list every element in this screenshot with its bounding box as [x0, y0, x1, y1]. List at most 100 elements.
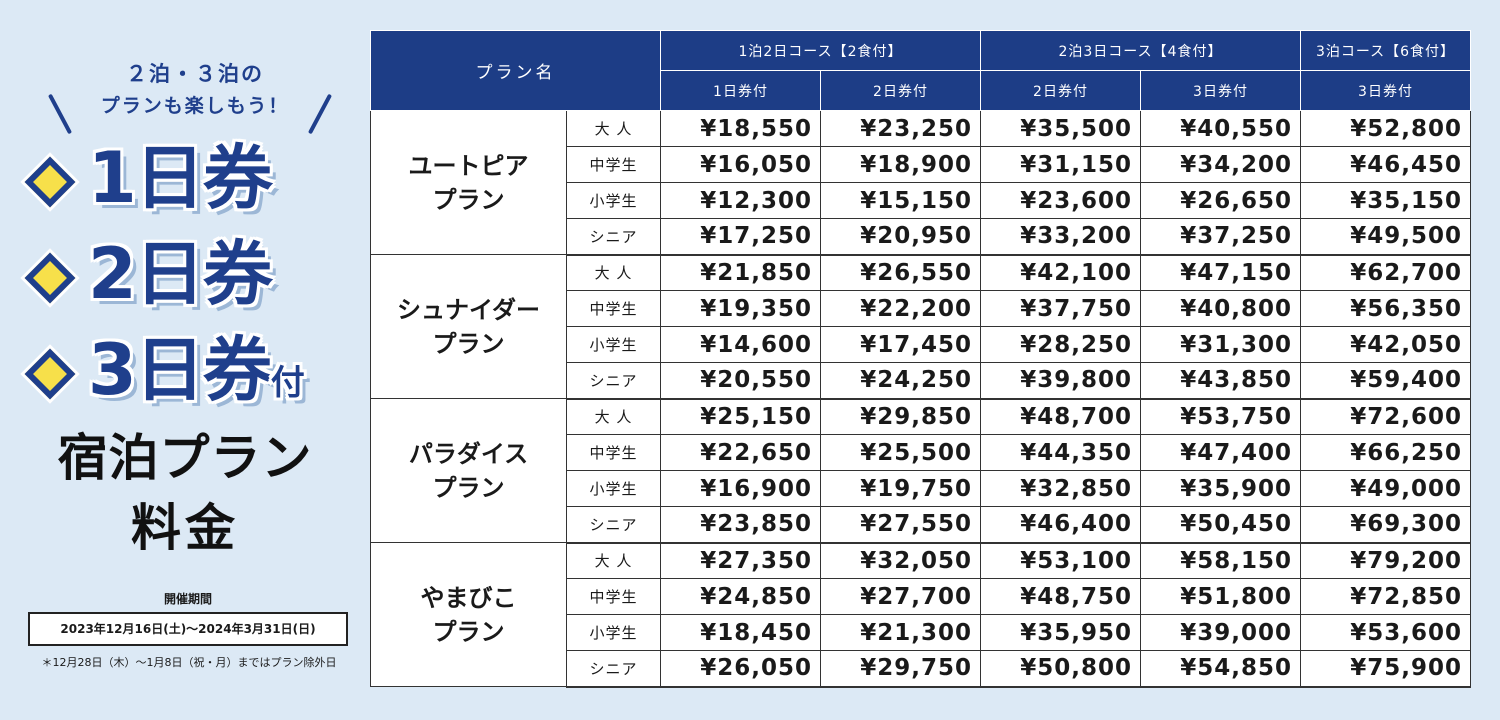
plan-name-cell: ユートピア プラン	[370, 110, 567, 255]
price-cell: ¥31,150	[980, 146, 1141, 183]
ticket-header: 2日券付	[820, 70, 981, 111]
plan-name-line1: ユートピア	[408, 151, 529, 180]
price-cell: ¥21,300	[820, 614, 981, 651]
price-table-container: プラン名 1泊2日コース【2食付】 2泊3日コース【4食付】 3泊コース【6食付…	[370, 30, 1471, 690]
price-cell: ¥15,150	[820, 182, 981, 219]
price-cell: ¥20,950	[820, 218, 981, 256]
plan-name-cell: パラダイス プラン	[370, 398, 567, 543]
price-cell: ¥18,550	[660, 110, 821, 147]
price-cell: ¥22,650	[660, 434, 821, 471]
price-cell: ¥26,650	[1140, 182, 1301, 219]
price-cell: ¥35,500	[980, 110, 1141, 147]
price-cell: ¥48,750	[980, 578, 1141, 615]
table-row: ユートピア プラン大 人 ¥18,550 ¥23,250 ¥35,500 ¥40,550 ¥…	[370, 110, 1471, 255]
price-cell: ¥18,900	[820, 146, 981, 183]
price-cell: ¥16,900	[660, 470, 821, 507]
price-cell: ¥31,300	[1140, 326, 1301, 363]
course-header-2night: 2泊3日コース【4食付】	[980, 30, 1301, 71]
price-cell: ¥56,350	[1300, 290, 1471, 327]
period-dates: 2023年12月16日(土)〜2024年3月31日(日)	[28, 612, 348, 646]
price-cell: ¥51,800	[1140, 578, 1301, 615]
price-cell: ¥53,600	[1300, 614, 1471, 651]
price-cell: ¥40,800	[1140, 290, 1301, 327]
plan-name-line2: プラン	[432, 185, 505, 214]
table-row: シニア ¥23,850 ¥27,550 ¥46,400 ¥50,450 ¥69,300	[371, 506, 1471, 544]
price-cell: ¥33,200	[980, 218, 1141, 256]
price-cell: ¥22,200	[820, 290, 981, 327]
category-cell: 中学生	[566, 146, 661, 183]
price-cell: ¥50,450	[1140, 506, 1301, 544]
price-cell: ¥43,850	[1140, 362, 1301, 400]
price-cell: ¥35,900	[1140, 470, 1301, 507]
price-cell: ¥26,550	[820, 254, 981, 291]
tagline: ２泊・３泊の プランも楽しもう！	[60, 58, 330, 122]
table-row: シニア ¥20,550 ¥24,250 ¥39,800 ¥43,850 ¥59,400	[371, 362, 1471, 400]
category-cell: 大 人	[566, 110, 661, 147]
plan-name-line2: プラン	[432, 473, 505, 502]
category-cell: 大 人	[566, 398, 661, 435]
table-row: やまびこ プラン大 人 ¥27,350 ¥32,050 ¥53,100 ¥58,150 ¥7…	[370, 542, 1471, 687]
price-cell: ¥29,850	[820, 398, 981, 435]
price-cell: ¥49,500	[1300, 218, 1471, 256]
price-cell: ¥69,300	[1300, 506, 1471, 544]
price-cell: ¥35,950	[980, 614, 1141, 651]
price-cell: ¥59,400	[1300, 362, 1471, 400]
price-cell: ¥46,400	[980, 506, 1141, 544]
tagline-line2: プランも楽しもう！	[100, 95, 290, 117]
price-cell: ¥23,250	[820, 110, 981, 147]
plan-name-cell: シュナイダー プラン	[370, 254, 567, 399]
price-cell: ¥75,900	[1300, 650, 1471, 688]
category-cell: 小学生	[566, 614, 661, 651]
table-row: シュナイダー プラン大 人 ¥21,850 ¥26,550 ¥42,100 ¥47,150…	[370, 254, 1471, 399]
table-row: シニア ¥26,050 ¥29,750 ¥50,800 ¥54,850 ¥75,900	[371, 650, 1471, 688]
price-cell: ¥25,500	[820, 434, 981, 471]
ticket-header: 1日券付	[660, 70, 821, 111]
promo-panel: ２泊・３泊の プランも楽しもう！ 1日券 2日券 3日券付 宿泊プラン 料金 開…	[0, 0, 370, 720]
table-row: 中学生 ¥22,650 ¥25,500 ¥44,350 ¥47,400 ¥66,250	[371, 434, 1471, 471]
plan-name-cell: やまびこ プラン	[370, 542, 567, 687]
category-cell: 中学生	[566, 578, 661, 615]
category-cell: シニア	[566, 506, 661, 544]
price-cell: ¥49,000	[1300, 470, 1471, 507]
diamond-icon	[24, 348, 76, 400]
category-cell: 小学生	[566, 182, 661, 219]
table-row: 小学生 ¥18,450 ¥21,300 ¥35,950 ¥39,000 ¥53,600	[371, 614, 1471, 651]
category-cell: シニア	[566, 650, 661, 688]
price-cell: ¥44,350	[980, 434, 1141, 471]
price-cell: ¥23,850	[660, 506, 821, 544]
category-cell: シニア	[566, 362, 661, 400]
price-cell: ¥32,850	[980, 470, 1141, 507]
price-cell: ¥37,250	[1140, 218, 1301, 256]
ticket-header: 3日券付	[1300, 70, 1471, 111]
course-header-3night: 3泊コース【6食付】	[1300, 30, 1471, 71]
ticket-header: 3日券付	[1140, 70, 1301, 111]
price-cell: ¥48,700	[980, 398, 1141, 435]
price-cell: ¥16,050	[660, 146, 821, 183]
category-cell: シニア	[566, 218, 661, 256]
price-cell: ¥39,000	[1140, 614, 1301, 651]
category-cell: 小学生	[566, 470, 661, 507]
price-cell: ¥28,250	[980, 326, 1141, 363]
price-cell: ¥26,050	[660, 650, 821, 688]
table-row: 小学生 ¥16,900 ¥19,750 ¥32,850 ¥35,900 ¥49,000	[371, 470, 1471, 507]
plan-name-line2: プラン	[432, 617, 505, 646]
price-cell: ¥19,350	[660, 290, 821, 327]
price-cell: ¥79,200	[1300, 542, 1471, 579]
price-cell: ¥21,850	[660, 254, 821, 291]
plan-name-header: プラン名	[370, 30, 661, 111]
category-cell: 小学生	[566, 326, 661, 363]
price-cell: ¥35,150	[1300, 182, 1471, 219]
ticket-label: 2日券	[88, 233, 273, 315]
page-title-line1: 宿泊プラン	[57, 429, 313, 487]
price-cell: ¥72,600	[1300, 398, 1471, 435]
price-cell: ¥32,050	[820, 542, 981, 579]
category-cell: 中学生	[566, 434, 661, 471]
ticket-header: 2日券付	[980, 70, 1141, 111]
price-cell: ¥14,600	[660, 326, 821, 363]
price-cell: ¥27,550	[820, 506, 981, 544]
price-cell: ¥54,850	[1140, 650, 1301, 688]
price-cell: ¥42,050	[1300, 326, 1471, 363]
price-cell: ¥58,150	[1140, 542, 1301, 579]
price-cell: ¥66,250	[1300, 434, 1471, 471]
price-cell: ¥40,550	[1140, 110, 1301, 147]
